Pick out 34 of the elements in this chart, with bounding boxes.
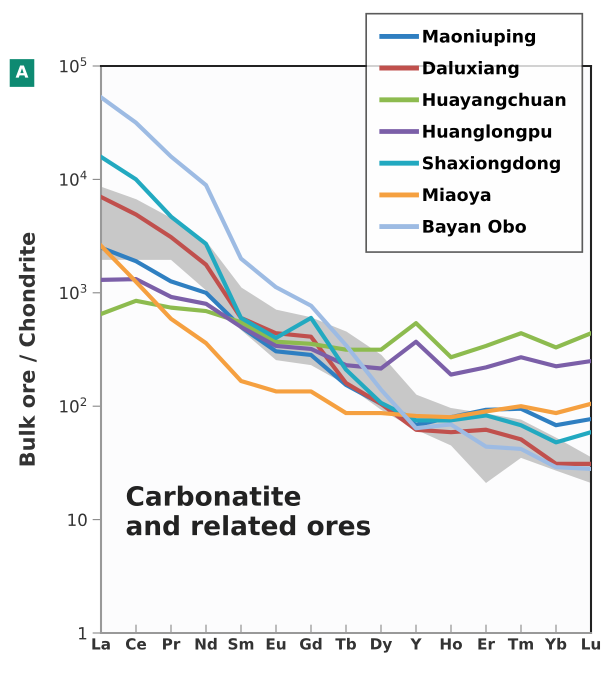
x-tick-label: Tm	[508, 638, 533, 650]
x-tick-label: Pr	[163, 638, 180, 650]
legend-label: Huayangchuan	[423, 92, 566, 110]
line-series	[101, 154, 591, 444]
x-tick-label: Er	[478, 638, 495, 650]
y-tick-label: 10	[68, 514, 87, 526]
y-tick-label: 10$^{3}$	[60, 284, 86, 300]
line-series	[101, 277, 591, 377]
y-tick-label: 10$^{5}$	[60, 57, 86, 72]
x-tick-label: Y	[410, 638, 422, 650]
legend-label: Daluxiang	[423, 61, 518, 78]
y-tick-label: 10$^{4}$	[60, 170, 87, 186]
x-tick-label: Eu	[266, 638, 286, 650]
x-tick-label: Lu	[582, 638, 600, 650]
legend-label: Shaxiongdong	[422, 156, 560, 174]
legend-label: Maoniuping	[423, 29, 536, 46]
y-tick-label: 1	[79, 627, 86, 640]
x-tick-label: La	[92, 638, 110, 650]
x-tick-label: Tb	[335, 638, 356, 650]
annotation: Carbonatite and related ores	[126, 486, 370, 536]
x-tick-label: Sm	[228, 638, 254, 650]
x-tick-label: Yb	[544, 638, 566, 650]
legend-label: Bayan Obo	[423, 219, 526, 236]
legend-label: Miaoya	[423, 188, 490, 205]
x-tick-label: Ho	[440, 638, 462, 650]
text: A	[16, 65, 28, 78]
line-series	[101, 298, 591, 360]
y-tick-label: 10$^{2}$	[60, 397, 86, 413]
y-axis-title: Bulk ore / Chondrite	[18, 232, 37, 466]
x-tick-label: Gd	[300, 638, 322, 650]
x-tick-label: Ce	[126, 638, 146, 650]
x-tick-label: Nd	[196, 638, 217, 650]
x-tick-label: Dy	[371, 638, 392, 653]
legend-label: Huanglongpu	[423, 124, 552, 142]
